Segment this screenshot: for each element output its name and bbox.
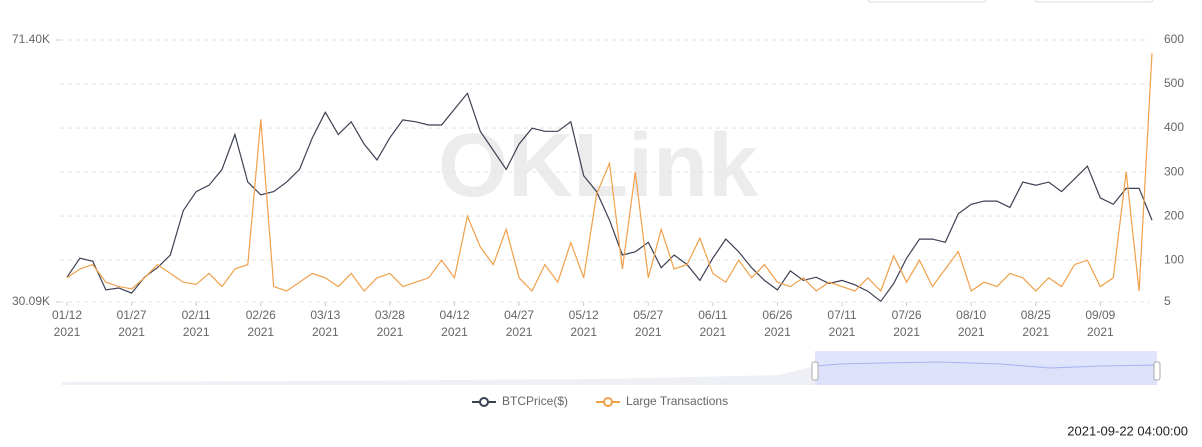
- x-tick-label: 07/11: [827, 308, 856, 322]
- y2-tick-label: 400: [1164, 120, 1184, 134]
- x-tick-year: 2021: [635, 325, 662, 339]
- x-tick-label: 03/28: [375, 308, 405, 322]
- x-tick-year: 2021: [312, 325, 339, 339]
- x-tick-year: 2021: [377, 325, 404, 339]
- x-tick-year: 2021: [570, 325, 597, 339]
- y2-tick-label: 200: [1164, 208, 1184, 222]
- x-tick-label: 04/12: [439, 308, 469, 322]
- x-tick-year: 2021: [1087, 325, 1114, 339]
- x-tick-year: 2021: [893, 325, 920, 339]
- legend-label[interactable]: Large Transactions: [626, 394, 728, 408]
- x-tick-label: 04/27: [504, 308, 534, 322]
- timestamp: 2021-09-22 04:00:00: [1067, 423, 1188, 438]
- x-tick-year: 2021: [958, 325, 985, 339]
- x-tick-year: 2021: [54, 325, 81, 339]
- x-tick-year: 2021: [183, 325, 210, 339]
- x-tick-year: 2021: [1022, 325, 1049, 339]
- x-tick-label: 05/12: [569, 308, 599, 322]
- button[interactable]: [867, 0, 987, 3]
- y2-tick-label: 600: [1164, 32, 1184, 46]
- slider-handle[interactable]: [811, 361, 819, 381]
- series-line: [66, 53, 1153, 293]
- legend-label[interactable]: BTCPrice($): [502, 394, 568, 408]
- y2-tick-label: 500: [1164, 76, 1184, 90]
- x-tick-label: 06/26: [762, 308, 792, 322]
- y2-tick-label: 100: [1164, 252, 1184, 266]
- x-tick-label: 01/12: [52, 308, 82, 322]
- legend-swatch-dot: [479, 397, 489, 407]
- x-tick-year: 2021: [441, 325, 468, 339]
- x-tick-year: 2021: [247, 325, 274, 339]
- x-tick-label: 05/27: [633, 308, 663, 322]
- button[interactable]: [1034, 0, 1154, 3]
- x-tick-year: 2021: [118, 325, 145, 339]
- slider-handle[interactable]: [1153, 361, 1161, 381]
- x-tick-label: 06/11: [698, 308, 727, 322]
- x-tick-label: 09/09: [1085, 308, 1115, 322]
- legend-swatch-dot: [603, 397, 614, 407]
- x-tick-label: 02/11: [182, 308, 211, 322]
- x-tick-label: 02/26: [246, 308, 276, 322]
- x-tick-label: 07/26: [892, 308, 922, 322]
- x-tick-year: 2021: [699, 325, 726, 339]
- x-tick-label: 08/25: [1021, 308, 1051, 322]
- x-tick-year: 2021: [764, 325, 791, 339]
- x-tick-label: 08/10: [956, 308, 986, 322]
- y2-tick-label: 5: [1164, 294, 1171, 308]
- x-tick-label: 03/13: [310, 308, 340, 322]
- zoom-slider[interactable]: [62, 351, 1161, 385]
- y2-tick-label: 300: [1164, 164, 1184, 178]
- x-tick-label: 01/27: [117, 308, 147, 322]
- x-tick-year: 2021: [829, 325, 856, 339]
- y-tick-label: 71.40K: [12, 32, 50, 46]
- slider-line: [814, 361, 1158, 369]
- x-tick-year: 2021: [506, 325, 533, 339]
- watermark: OKLink: [438, 116, 759, 216]
- slider-window[interactable]: [815, 351, 1157, 385]
- series-line: [66, 92, 1153, 303]
- y-tick-label: 30.09K: [12, 294, 50, 308]
